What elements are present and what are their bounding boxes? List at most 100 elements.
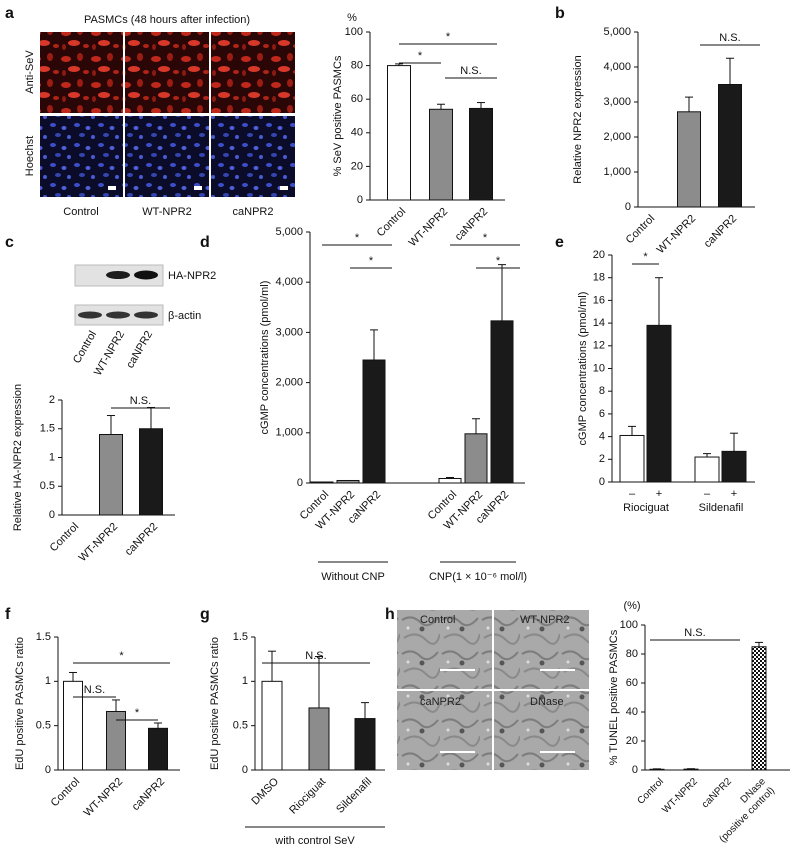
- significance-label: N.S.: [84, 684, 105, 696]
- y-axis-label: cGMP concentrations (pmol/ml): [259, 281, 271, 435]
- y-tick-label: 8: [599, 385, 605, 397]
- micrograph: [211, 32, 295, 113]
- bar: [438, 477, 462, 484]
- x-tick-label: caNPR2: [700, 776, 734, 810]
- scale-bar: [280, 186, 288, 190]
- y-tick-label: 0.5: [40, 480, 55, 492]
- row-label: Hoechst: [24, 136, 36, 176]
- x-tick-label: –: [629, 488, 636, 500]
- significance-label: N.S.: [130, 395, 151, 407]
- x-tick-label: caNPR2: [702, 213, 739, 250]
- micrograph: [397, 691, 492, 770]
- micrograph-grid: [40, 32, 295, 197]
- image-label: WT-NPR2: [520, 614, 570, 626]
- group-label: CNP(1 × 10⁻⁶ mol/l): [429, 571, 527, 583]
- x-tick-label: WT-NPR2: [82, 776, 125, 819]
- panel-label: h: [385, 606, 395, 623]
- y-tick-label: 0: [49, 509, 55, 521]
- group-label: Sildenafil: [699, 502, 744, 514]
- x-tick-label: –: [704, 488, 711, 500]
- x-tick-label: Control: [635, 776, 666, 807]
- x-tick-label: +: [731, 488, 737, 500]
- y-tick-label: 5,000: [275, 226, 303, 238]
- column-label: caNPR2: [233, 206, 274, 218]
- y-tick-label: 3,000: [275, 326, 303, 338]
- y-axis-label: % SeV positive PASMCs: [332, 55, 344, 176]
- y-tick-label: 2,000: [603, 131, 631, 143]
- y-tick-label: 0: [599, 476, 605, 488]
- bar: [429, 108, 453, 201]
- x-tick-label: Sildenafil: [334, 776, 374, 816]
- y-tick-label: 6: [599, 408, 605, 420]
- panel-label: f: [5, 606, 11, 623]
- scale-bar: [194, 186, 202, 190]
- image-title: PASMCs (48 hours after infection): [84, 14, 250, 26]
- bar: [362, 359, 386, 484]
- y-tick-label: 0: [625, 201, 631, 213]
- y-tick-label: 20: [351, 160, 363, 172]
- bar: [619, 434, 645, 483]
- x-tick-label: DMSO: [249, 775, 281, 807]
- unit-label: (%): [623, 600, 640, 612]
- y-tick-label: 40: [626, 706, 638, 718]
- y-tick-label: 16: [593, 294, 605, 306]
- bar: [469, 107, 493, 201]
- significance-label: *: [418, 50, 423, 62]
- y-tick-label: 4: [599, 431, 605, 443]
- y-axis-label: EdU positive PASMCs ratio: [209, 637, 221, 770]
- bar: [649, 768, 665, 771]
- x-tick-label: WT-NPR2: [77, 521, 120, 564]
- bar: [139, 428, 163, 516]
- blot-band: [134, 270, 158, 280]
- bar: [464, 433, 488, 484]
- micrograph: [40, 32, 123, 113]
- bar: [63, 680, 83, 771]
- micrograph: [494, 691, 589, 770]
- significance-label: *: [446, 31, 451, 43]
- y-tick-label: 1: [49, 451, 55, 463]
- micrograph: [494, 610, 589, 689]
- y-tick-label: 20: [626, 735, 638, 747]
- y-tick-label: 0.5: [233, 720, 248, 732]
- x-tick-label: caNPR2: [123, 521, 160, 558]
- bar: [490, 320, 514, 484]
- x-tick-label: WT-NPR2: [407, 206, 450, 249]
- image-label: DNase: [530, 696, 564, 708]
- significance-label: *: [355, 232, 360, 244]
- y-tick-label: 20: [593, 249, 605, 261]
- x-tick-label: Riociguat: [287, 776, 328, 817]
- bar: [310, 481, 334, 484]
- y-tick-label: 0: [357, 194, 363, 206]
- group-label: with control SeV: [274, 835, 355, 847]
- panel-label: d: [200, 234, 210, 251]
- micrograph-grid: [397, 610, 589, 770]
- y-axis-label: cGMP concentrations (pmol/ml): [577, 292, 589, 446]
- image-label: caNPR2: [420, 696, 461, 708]
- x-tick-label: Control: [624, 213, 658, 247]
- y-tick-label: 0: [242, 764, 248, 776]
- y-tick-label: 1.5: [36, 631, 51, 643]
- y-tick-label: 1.5: [40, 423, 55, 435]
- y-tick-label: 80: [626, 648, 638, 660]
- y-axis-label: EdU positive PASMCs ratio: [14, 637, 26, 770]
- y-axis-label: Relative HA-NPR2 expression: [12, 384, 24, 531]
- significance-label: *: [119, 650, 124, 662]
- bar: [718, 84, 742, 208]
- significance-label: *: [369, 255, 374, 267]
- y-tick-label: 100: [345, 26, 363, 38]
- bar: [694, 456, 720, 483]
- panel-label: b: [555, 5, 565, 22]
- group-label: Without CNP: [321, 571, 385, 583]
- bar: [387, 65, 411, 201]
- y-tick-label: 3,000: [603, 96, 631, 108]
- y-tick-label: 10: [593, 362, 605, 374]
- x-tick-label: caNPR2: [130, 776, 167, 813]
- y-tick-label: 2: [599, 453, 605, 465]
- y-tick-label: 40: [351, 127, 363, 139]
- bar: [308, 707, 330, 771]
- bar: [261, 680, 283, 771]
- bar: [148, 727, 168, 771]
- significance-label: N.S.: [684, 627, 705, 639]
- image-label: Control: [420, 614, 455, 626]
